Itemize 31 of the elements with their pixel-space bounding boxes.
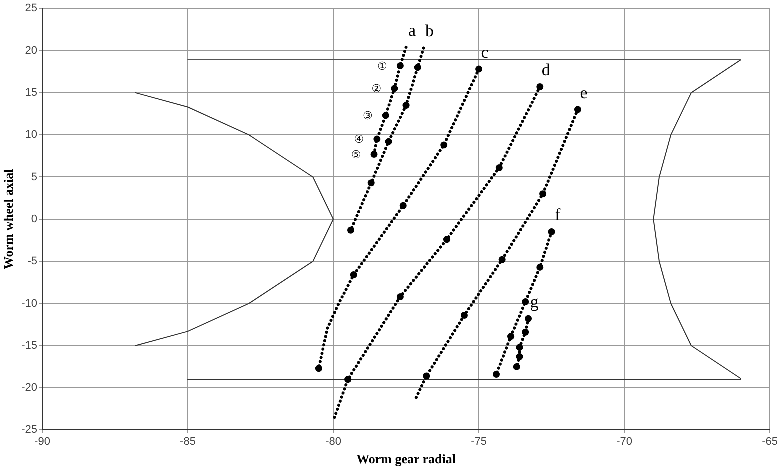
y-axis-title: Worm wheel axial — [1, 168, 16, 270]
x-tick-label: -75 — [471, 436, 487, 448]
series-label: f — [554, 206, 561, 225]
y-tick-label: -25 — [22, 424, 38, 436]
x-tick-label: -65 — [762, 436, 778, 448]
y-tick-label: -15 — [22, 340, 38, 352]
series-label: c — [481, 42, 490, 62]
y-tick-label: -5 — [28, 256, 38, 268]
series-label: d — [542, 60, 551, 80]
y-tick-label: 20 — [25, 44, 38, 57]
annotation: ⑤ — [351, 148, 362, 162]
y-tick-label: 15 — [25, 86, 38, 99]
series-label: b — [425, 22, 434, 41]
y-tick-label: 5 — [31, 171, 38, 184]
annotation: ① — [378, 60, 388, 73]
annotation: ④ — [354, 133, 364, 146]
x-tick-label: -80 — [326, 436, 342, 448]
annotation: ③ — [362, 110, 373, 123]
x-tick-label: -70 — [616, 436, 632, 448]
series-label: g — [530, 292, 540, 312]
x-tick-label: -85 — [180, 436, 196, 448]
annotation: ② — [372, 82, 382, 96]
y-tick-label: 25 — [25, 2, 38, 15]
y-tick-label: -10 — [22, 298, 38, 310]
series-label: a — [408, 20, 416, 40]
x-tick-label: -90 — [34, 436, 50, 448]
y-tick-label: 10 — [25, 129, 38, 142]
x-axis-title: Worm gear radial — [356, 452, 456, 467]
y-tick-label: -20 — [22, 382, 38, 394]
y-tick-label: 0 — [31, 213, 38, 226]
series-label: e — [580, 83, 588, 102]
